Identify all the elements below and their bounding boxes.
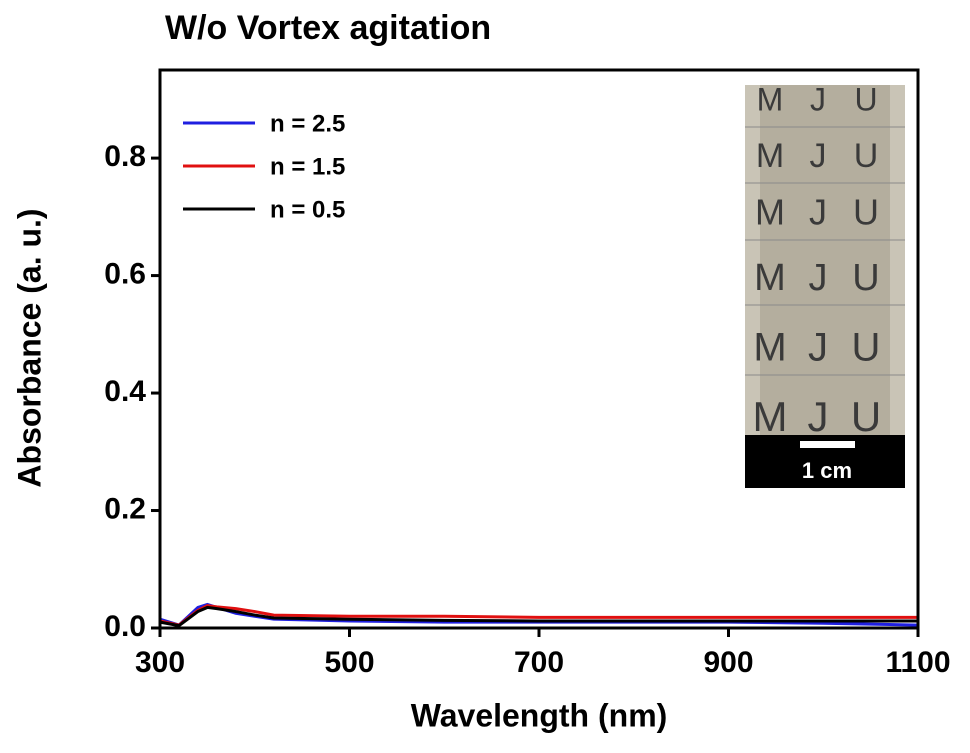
x-tick-label: 300 <box>135 646 185 679</box>
photo-letter: J <box>810 81 826 117</box>
photo-letter: U <box>854 137 879 175</box>
photo-letter: M <box>753 326 786 370</box>
photo-letter: J <box>808 393 829 440</box>
chart-title: W/o Vortex agitation <box>165 9 491 47</box>
photo-letter: J <box>809 257 828 299</box>
y-tick-label: 0.8 <box>104 140 146 173</box>
photo-letter: M <box>756 137 784 175</box>
plot-frame <box>158 68 920 630</box>
x-tick-label: 1100 <box>885 646 950 679</box>
photo-letter: M <box>753 393 788 440</box>
photo-letter: M <box>754 257 786 299</box>
film <box>760 85 890 435</box>
legend-label: n = 2.5 <box>270 110 345 137</box>
y-tick-label: 0.0 <box>104 610 146 643</box>
x-axis-label: Wavelength (nm) <box>411 697 668 733</box>
y-tick-label: 0.2 <box>104 492 146 525</box>
photo-letter: J <box>810 137 827 175</box>
photo-letter: U <box>854 81 877 117</box>
photo-letter: U <box>852 326 881 370</box>
scale-bar <box>800 441 855 448</box>
x-tick-label: 900 <box>703 646 753 679</box>
photo-letter: M <box>755 192 785 233</box>
photo-letter: U <box>852 257 879 299</box>
y-tick-label: 0.4 <box>104 375 146 408</box>
x-tick-label: 700 <box>514 646 564 679</box>
photo-letter: U <box>853 192 879 233</box>
legend-label: n = 1.5 <box>270 153 345 180</box>
photo-letter: M <box>757 81 784 117</box>
scale-label: 1 cm <box>802 458 852 483</box>
y-axis-label: Absorbance (a. u.) <box>11 208 47 487</box>
photo-letter: U <box>851 393 881 440</box>
photo-letter: J <box>809 192 827 233</box>
legend-label: n = 0.5 <box>270 196 345 223</box>
inset-photo: M J UM J UM J UM J UM J UM J U1 cm <box>745 81 905 488</box>
photo-letter: J <box>808 326 828 370</box>
y-tick-label: 0.6 <box>104 258 146 291</box>
series-line <box>159 605 918 628</box>
x-tick-label: 500 <box>324 646 374 679</box>
